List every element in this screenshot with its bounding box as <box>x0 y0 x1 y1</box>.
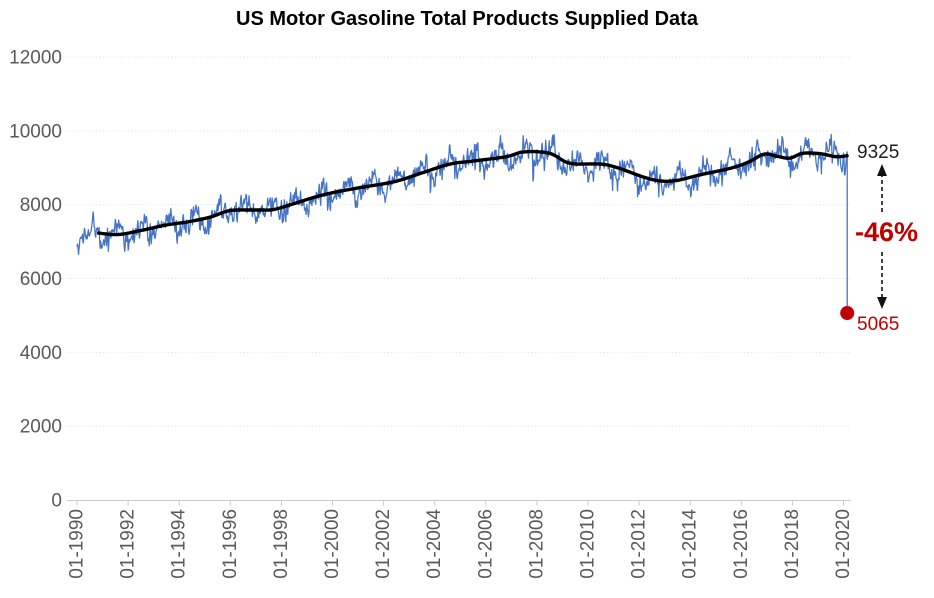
annotation-drop-percent: -46% <box>855 217 919 247</box>
x-axis-label: 01-2004 <box>424 509 445 579</box>
decline-arrows <box>877 164 887 309</box>
y-axis-label: 4000 <box>20 343 62 364</box>
x-axis-label: 01-2012 <box>629 509 650 579</box>
x-axis-label: 01-2008 <box>526 509 547 579</box>
drop-point-marker <box>840 306 855 321</box>
y-axis-label: 6000 <box>20 269 62 290</box>
annotation-peak-value: 9325 <box>857 142 900 163</box>
x-axis-label: 01-2010 <box>578 509 599 579</box>
annotation-low-value: 5065 <box>857 314 900 335</box>
x-axis-label: 01-1996 <box>220 509 241 579</box>
x-axis-label: 01-2018 <box>782 509 803 579</box>
x-axis-label: 01-1992 <box>118 509 139 579</box>
x-axis-label: 01-2014 <box>680 509 701 579</box>
x-axis-label: 01-2016 <box>731 509 752 579</box>
y-axis-label: 2000 <box>20 417 62 438</box>
y-axis-label: 0 <box>51 491 62 512</box>
x-axis-label: 01-1998 <box>271 509 292 579</box>
x-axis-label: 01-2020 <box>833 509 854 579</box>
down-arrow-head <box>877 297 887 309</box>
weekly-series-line <box>76 133 848 313</box>
x-axis-label: 01-1994 <box>169 509 190 579</box>
x-axis-label: 01-2002 <box>373 509 394 579</box>
moving-average-line <box>96 149 849 237</box>
x-axis-label: 01-1990 <box>67 509 88 579</box>
up-arrow-head <box>877 164 887 176</box>
x-axis-label: 01-2000 <box>322 509 343 579</box>
x-axis-label: 01-2006 <box>475 509 496 579</box>
chart-title: US Motor Gasoline Total Products Supplie… <box>236 8 698 30</box>
y-axis-label: 10000 <box>9 121 62 142</box>
y-axis-label: 12000 <box>9 48 62 69</box>
y-axis-label: 8000 <box>20 195 62 216</box>
